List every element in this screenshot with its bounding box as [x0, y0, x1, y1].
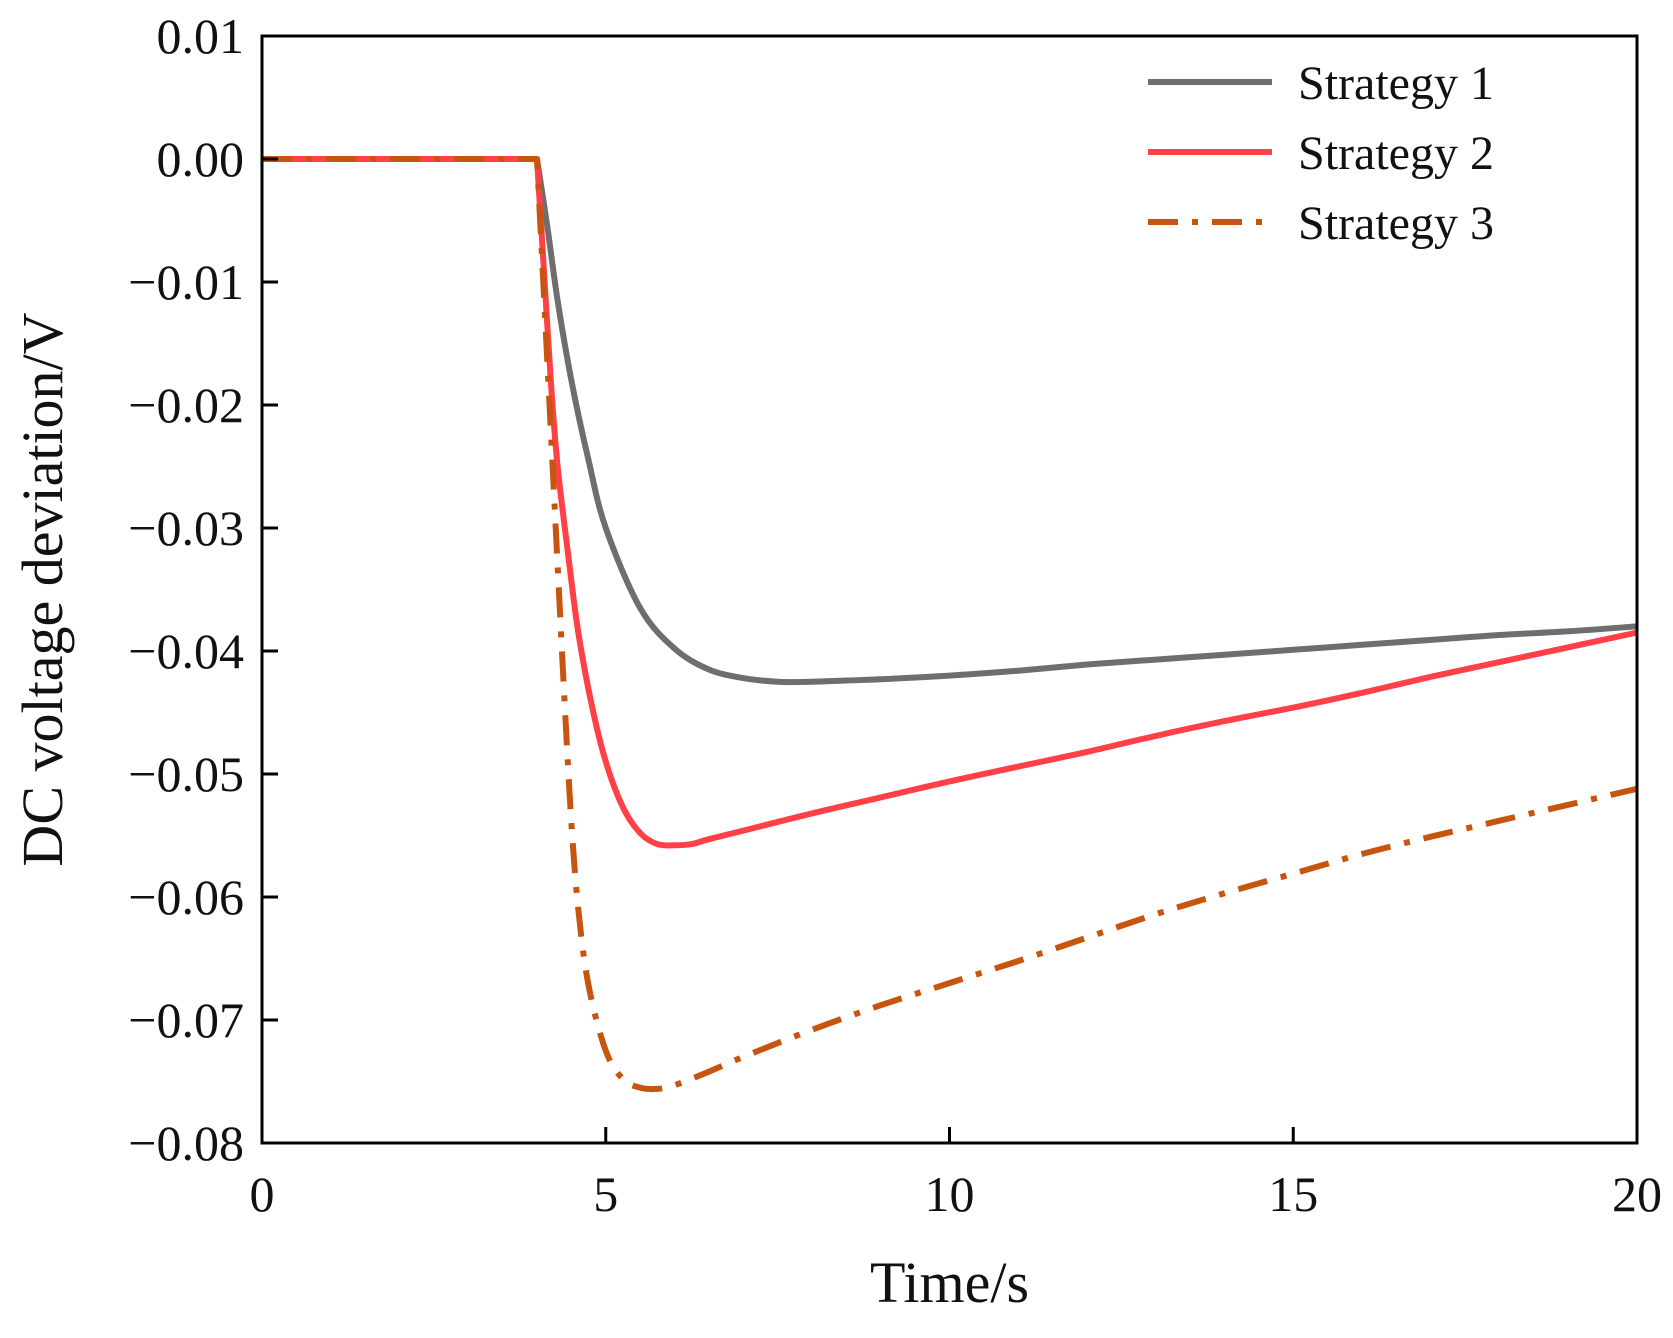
y-tick-label: −0.08	[128, 1115, 244, 1171]
ticks-layer: 0 5 10 15 20 0.01 0.00 −0.01 −0.02 −0.03 −0.04 −0.0…	[128, 8, 1662, 1222]
y-tick-label: −0.06	[128, 869, 244, 925]
y-tick-label: 0.01	[157, 8, 245, 64]
y-tick-label: −0.04	[128, 623, 244, 679]
y-axis-title: DC voltage deviation/V	[10, 312, 75, 866]
legend-label-2: Strategy 2	[1298, 127, 1494, 180]
series-line-2	[262, 155, 1638, 849]
series-line-1	[262, 155, 1638, 686]
x-tick-label: 0	[250, 1166, 275, 1222]
legend-label-1: Strategy 1	[1298, 57, 1494, 110]
x-tick-label: 15	[1268, 1166, 1318, 1222]
y-tick-label: 0.00	[157, 131, 245, 187]
y-tick-label: −0.02	[128, 377, 244, 433]
y-tick-label: −0.05	[128, 746, 244, 802]
x-tick-label: 5	[593, 1166, 618, 1222]
x-tick-label: 10	[925, 1166, 975, 1222]
legend-label-3: Strategy 3	[1298, 197, 1494, 250]
series-line-3	[262, 155, 1638, 1093]
y-tick-label: −0.01	[128, 254, 244, 310]
legend: Strategy 1 Strategy 2 Strategy 3	[1148, 57, 1494, 250]
series-layer	[262, 155, 1638, 1093]
x-tick-label: 20	[1612, 1166, 1662, 1222]
y-tick-label: −0.03	[128, 500, 244, 556]
x-axis-title: Time/s	[870, 1250, 1029, 1315]
y-tick-label: −0.07	[128, 992, 244, 1048]
